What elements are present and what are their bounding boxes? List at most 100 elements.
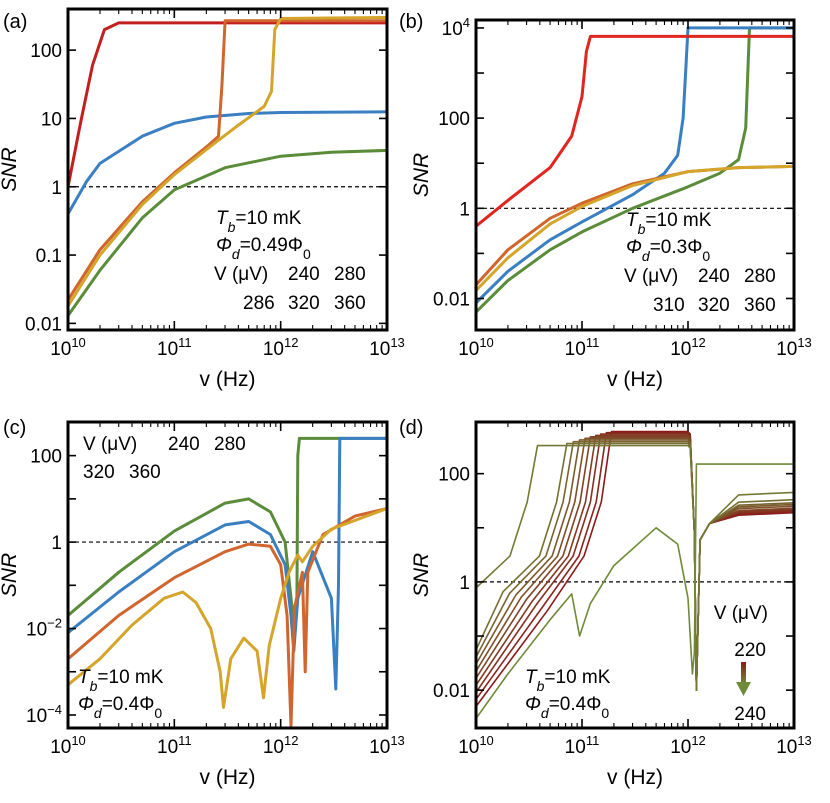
text-run: =10 mK: [544, 667, 610, 688]
tick-exponent: 11: [178, 335, 192, 350]
x-tick-label: 1011: [565, 733, 600, 758]
text-run: Φ: [525, 694, 541, 715]
y-tick-label: 10−4: [26, 702, 62, 727]
y-tick-label: 100: [30, 447, 62, 468]
legend-entry-240: 240: [698, 266, 730, 287]
subscript: b: [228, 219, 236, 235]
y-tick-label: 1: [51, 178, 62, 199]
x-tick-label: 1013: [776, 335, 812, 360]
legend-title: V (μV): [624, 266, 678, 287]
text-run: Φ: [626, 237, 642, 258]
legend-entry-310: 310: [653, 295, 685, 316]
y-axis-label: SNR: [410, 153, 433, 197]
x-tick-label: 1012: [670, 335, 706, 360]
series-280-line: [68, 438, 387, 689]
flux-annotation: Φd=0.3Φ0: [626, 237, 710, 264]
legend-entry-240: 240: [288, 264, 320, 285]
tick-exponent: 11: [586, 335, 600, 350]
tick-exponent: 12: [691, 733, 705, 748]
tick-exponent: 13: [797, 335, 811, 350]
x-tick-label: 1012: [263, 733, 299, 758]
x-tick-label: 1010: [458, 335, 494, 360]
x-tick-label: 1013: [776, 733, 812, 758]
y-tick-label: 1: [459, 199, 470, 220]
subscript: 0: [601, 705, 609, 721]
tick-exponent: −4: [47, 702, 62, 717]
legend-title: V (μV): [83, 434, 137, 455]
tick-exponent: −2: [47, 616, 62, 631]
tick-exponent: 10: [71, 733, 85, 748]
panel-b: 1010 1011 1012 10130.011100104v (Hz)SNR(b)T…: [399, 11, 812, 391]
x-tick-label: 1013: [369, 335, 405, 360]
x-axis-label: v (Hz): [200, 766, 256, 789]
subscript: 0: [702, 248, 710, 264]
tick-exponent: 13: [797, 733, 811, 748]
y-tick-label: 100: [438, 465, 470, 486]
tick-exponent: 12: [691, 335, 705, 350]
x-tick-label: 1013: [369, 733, 405, 758]
temperature-annotation: Tb=10 mK: [626, 210, 712, 237]
x-tick-label: 1011: [157, 733, 192, 758]
legend-entry-280: 280: [214, 434, 246, 455]
text-run: =10 mK: [97, 667, 163, 688]
tick-exponent: 12: [284, 733, 298, 748]
tick-exponent: 10: [479, 335, 493, 350]
legend-entry-360: 360: [744, 295, 776, 316]
tick-exponent: 11: [178, 733, 192, 748]
y-tick-label: 1: [51, 533, 62, 554]
x-tick-label: 1010: [50, 335, 86, 360]
x-tick-label: 1010: [50, 733, 86, 758]
tick-exponent: 11: [586, 733, 600, 748]
legend-entry-360: 360: [129, 462, 161, 483]
legend-range-end: 240: [734, 704, 766, 725]
legend-entry-320: 320: [288, 293, 320, 314]
y-tick-label: 0.01: [433, 681, 470, 702]
x-tick-label: 1011: [157, 335, 192, 360]
flux-annotation: Φd=0.49Φ0: [216, 235, 311, 262]
panel-d: 1010 1011 1012 10130.011100v (Hz)SNR(d)Tb=1…: [399, 417, 812, 789]
x-tick-label: 1010: [458, 733, 494, 758]
legend-entry-286: 286: [243, 293, 275, 314]
tick-exponent: 13: [390, 733, 404, 748]
text-run: Φ: [216, 235, 232, 256]
flux-annotation: Φd=0.4Φ0: [78, 694, 162, 721]
temperature-annotation: Tb=10 mK: [525, 667, 611, 694]
text-run: =0.49Φ: [240, 235, 303, 256]
legend-entry-280: 280: [334, 264, 366, 285]
y-tick-label: 0.01: [25, 314, 62, 335]
subscript: 0: [303, 246, 311, 262]
x-axis-label: v (Hz): [607, 368, 663, 391]
legend-entry-320: 320: [83, 462, 115, 483]
text-run: Φ: [78, 694, 94, 715]
x-axis-label: v (Hz): [607, 766, 663, 789]
series-286-line: [68, 23, 387, 187]
legend-arrow-shaft: [741, 662, 746, 684]
legend-entry-240: 240: [168, 434, 200, 455]
tick-exponent: 12: [284, 335, 298, 350]
subscript: 0: [154, 705, 162, 721]
text-run: =0.4Φ: [102, 694, 155, 715]
flux-annotation: Φd=0.4Φ0: [525, 694, 609, 721]
text-run: =0.4Φ: [549, 694, 602, 715]
panel-a: 1010 1011 1012 10130.010.1110100v (Hz)SNR(a…: [0, 9, 405, 391]
text-run: =0.3Φ: [650, 237, 703, 258]
panel-label: (a): [3, 11, 27, 33]
legend-entry-320: 320: [698, 295, 730, 316]
y-axis-label: SNR: [0, 147, 21, 191]
y-tick-label: 0.1: [36, 246, 62, 267]
x-axis-label: v (Hz): [200, 368, 256, 391]
x-tick-label: 1012: [263, 335, 299, 360]
series-320-line: [68, 21, 387, 300]
text-run: =10 mK: [235, 208, 301, 229]
x-tick-label: 1012: [670, 733, 706, 758]
legend-entry-360: 360: [334, 293, 366, 314]
subscript: b: [537, 678, 545, 694]
y-tick-label: 10: [41, 109, 62, 130]
tick-exponent: 10: [479, 733, 493, 748]
text-run: =10 mK: [645, 210, 711, 231]
temperature-annotation: Tb=10 mK: [216, 208, 302, 235]
x-tick-label: 1011: [565, 335, 600, 360]
panel-label: (d): [399, 417, 423, 439]
legend-entry-280: 280: [744, 266, 776, 287]
